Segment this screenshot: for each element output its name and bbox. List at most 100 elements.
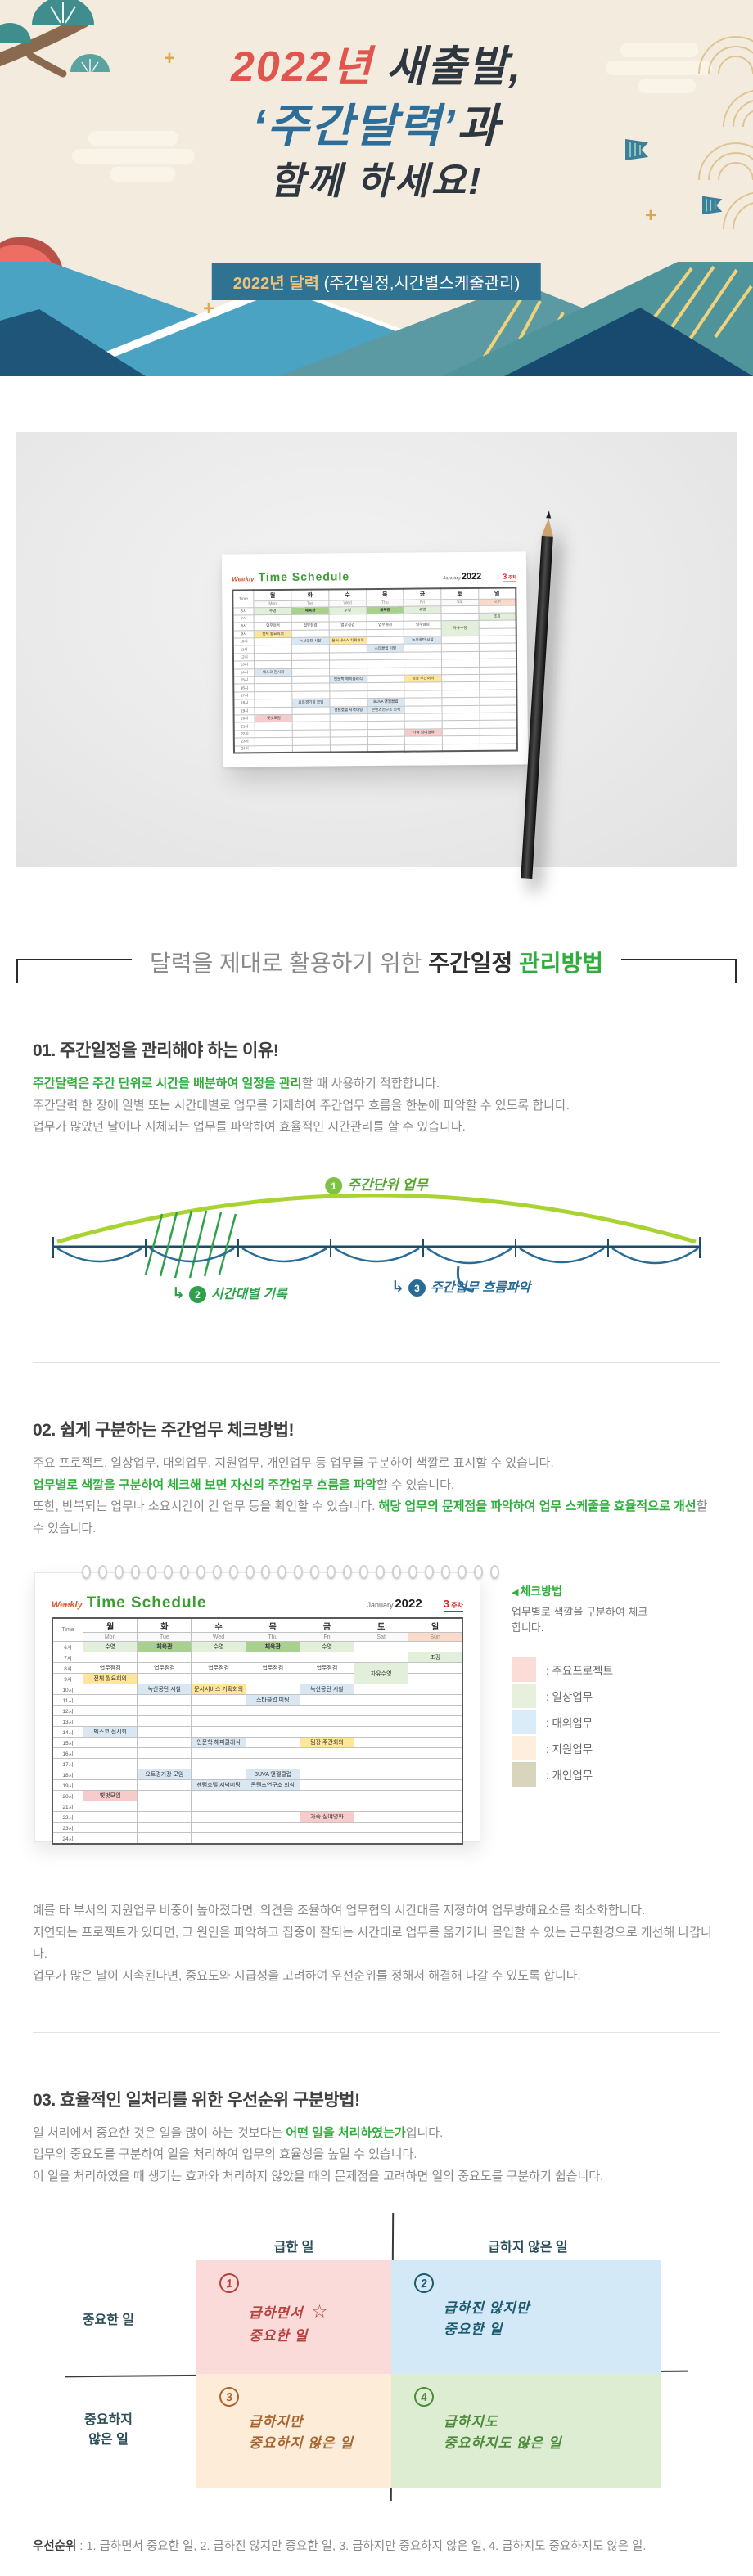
divider (33, 1362, 720, 1364)
weekly-schedule-photo: Weekly Time Schedule January. 2022 3 주차 Time… (232, 568, 518, 754)
product-photo: Weekly Time Schedule January. 2022 3 주차 Time… (16, 432, 737, 879)
plus-mark-icon: + (164, 47, 176, 70)
matrix-row-label-important: 중요한 일 (82, 2313, 135, 2327)
section-03-title: 03. 효율적인 일처리를 위한 우선순위 구분방법! (33, 2090, 360, 2110)
title-bracket-right (621, 959, 737, 983)
legend-item: : 개인업무 (512, 1761, 753, 1787)
spiral-ring (277, 1564, 287, 1579)
spiral-ring (97, 1564, 107, 1579)
quadrant-text: 급하지만 중요하지 않은 일 (249, 2413, 354, 2451)
section-02-title: 02. 쉽게 구분하는 주간업무 체크방법! (33, 1421, 295, 1441)
spiral-ring (147, 1564, 156, 1579)
divider (33, 2031, 720, 2033)
fish-flag-icon (625, 139, 648, 160)
subtitle-ribbon: 2022년 달력 (주간일정,시간별스케줄관리) (211, 263, 542, 300)
section-03-body: 일 처리에서 중요한 것은 일을 많이 하는 것보다는 어떤 일을 처리하였는가… (33, 2125, 604, 2183)
weekly-schedule: Weekly Time Schedule January. 2022 3 주차 Time… (52, 1594, 463, 1845)
legend-item: : 지원업무 (512, 1735, 753, 1760)
legend-label: : 일상업무 (546, 1690, 593, 1703)
spiral-ring (392, 1564, 402, 1579)
spiral-ring (212, 1564, 222, 1579)
legend-color-swatch (512, 1683, 536, 1708)
spiral-ring (473, 1564, 483, 1579)
spiral-ring (82, 1564, 91, 1579)
spiral-ring (114, 1564, 124, 1579)
legend-title: ◀ 체크방법 (512, 1584, 562, 1598)
quadrant-number: 3 (218, 2385, 241, 2408)
section-02: 02. 쉽게 구분하는 주간업무 체크방법! 주요 프로젝트, 일상업무, 대외… (0, 1417, 753, 1988)
section-02-body: 주요 프로젝트, 일상업무, 대외업무, 지원업무, 개인업무 등 업무를 구분… (33, 1456, 708, 1536)
spiral-ring (294, 1564, 304, 1579)
section-01: 01. 주간일정을 관리해야 하는 이유! 주간달력은 주간 단위로 시간을 배… (0, 1037, 753, 1318)
section-02-paragraphs: 예를 타 부서의 지원업무 비중이 높아졌다면, 의견을 조율하여 업무협의 시… (33, 1903, 712, 1983)
section-03: 03. 효율적인 일처리를 위한 우선순위 구분방법! 일 처리에서 중요한 것… (0, 2087, 753, 2188)
legend-label: : 지원업무 (546, 1742, 593, 1756)
legend-item: : 일상업무 (512, 1683, 753, 1708)
quadrant-number: 1 (218, 2272, 241, 2295)
spiral-ring (489, 1564, 499, 1579)
matrix-quadrant-2: 2 급하진 않지만 중요한 일 (391, 2259, 661, 2374)
left-triangle-icon: ◀ (512, 1587, 519, 1598)
spiral-ring (261, 1564, 271, 1579)
banner-title-line2: ‘주간달력’과 (252, 99, 501, 151)
elbow-arrow-icon: ↳ (391, 1279, 404, 1297)
plus-mark-icon: + (203, 298, 215, 320)
matrix-col-label-urgent: 급한 일 (273, 2240, 314, 2255)
elbow-arrow-icon: ↳ (172, 1285, 185, 1303)
quadrant-text: 급하지도 중요하지도 않은 일 (444, 2413, 562, 2451)
spiral-ring (196, 1564, 205, 1579)
pine-branch-icon (0, 0, 110, 78)
legend-color-swatch (512, 1709, 536, 1734)
legend-color-swatch (512, 1761, 536, 1787)
legend-color-swatch (512, 1735, 536, 1760)
spiral-ring (440, 1564, 450, 1579)
star-icon: ☆ (311, 2300, 329, 2322)
priority-summary: 우선순위 : 1. 급하면서 중요한 일, 2. 급하진 않지만 중요한 일, … (33, 2539, 647, 2553)
main-title-text: 달력을 제대로 활용하기 위한 주간일정 관리방법 (149, 951, 604, 976)
spiral-ring (245, 1564, 255, 1579)
matrix-row-label-not-important: 중요하지 않은 일 (84, 2412, 133, 2447)
spiral-ring (408, 1564, 418, 1579)
matrix-quadrant-4: 4 급하지도 중요하지도 않은 일 (391, 2373, 661, 2488)
matrix-col-label-not-urgent: 급하지 않은 일 (488, 2240, 568, 2255)
header-banner: + + + 2022년 새출발, ‘주간달력’과 함께 하세요! 2022년 달… (0, 0, 753, 376)
banner-title-line3: 함께 하세요! (269, 159, 484, 202)
spiral-ring (310, 1564, 320, 1579)
banner-title-line1: 2022년 새출발, (231, 43, 522, 91)
quadrant-number: 4 (413, 2385, 435, 2408)
cloud-shape (606, 43, 712, 93)
fish-flag-icon (702, 196, 723, 215)
title-bracket-left (16, 959, 132, 983)
spiral-ring (359, 1564, 369, 1579)
calendar-paper: Weekly Time Schedule January. 2022 3 주차 Time… (34, 1571, 480, 1845)
wave-pattern-icon (698, 36, 753, 229)
banner-title: 2022년 새출발, ‘주간달력’과 함께 하세요! (0, 39, 753, 205)
legend-label: : 개인업무 (546, 1769, 593, 1782)
diagram-label-1: 1 주간단위 업무 (317, 1173, 436, 1195)
check-method-legend: ◀ 체크방법 업무별로 색깔을 구분하여 체크합니다. : 주요프로젝트 : 일상업… (512, 1583, 753, 1788)
cloud-shape (72, 131, 195, 182)
spiral-ring (327, 1564, 336, 1579)
spiral-ring (425, 1564, 435, 1579)
legend-description: 업무별로 색깔을 구분하여 체크합니다. (512, 1605, 648, 1634)
quadrant-text: 급하진 않지만 중요한 일 (444, 2300, 530, 2337)
legend-label: : 대외업무 (546, 1716, 593, 1729)
diagram-label-2: ↳ 2 시간대별 기록 (172, 1285, 287, 1304)
spiral-ring (457, 1564, 467, 1579)
legend-items: : 주요프로젝트 : 일상업무 : 대외업무 : 지원업무 : 개인업무 (512, 1657, 753, 1787)
spiral-ring (130, 1564, 140, 1579)
spiral-ring (228, 1564, 238, 1579)
spiral-binding (82, 1564, 499, 1579)
calendar-sheet: Weekly Time Schedule January. 2022 3 주차 Time… (221, 551, 529, 768)
pencil-lead (546, 510, 552, 519)
plus-mark-icon: + (645, 205, 657, 227)
spiral-ring (179, 1564, 189, 1579)
legend-item: : 주요프로젝트 (512, 1657, 753, 1682)
priority-matrix: 급한 일 급하지 않은 일 중요한 일 중요하지 않은 일 1 급하면서 ☆ 중요한 … (41, 2212, 704, 2501)
matrix-quadrant-1: 1 급하면서 ☆ 중요한 일 (196, 2259, 391, 2374)
section-01-body: 주간달력은 주간 단위로 시간을 배분하여 일정을 관리할 때 사용하기 적합합… (33, 1077, 570, 1135)
section-01-title: 01. 주간일정을 관리해야 하는 이유! (33, 1041, 279, 1060)
legend-item: : 대외업무 (512, 1709, 753, 1734)
